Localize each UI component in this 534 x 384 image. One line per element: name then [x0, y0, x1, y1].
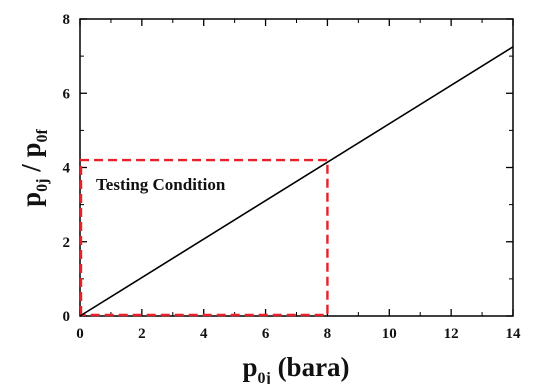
- chart-marks: 0 2 4 6 8 10 12 14 0 2 4 6 8: [63, 12, 522, 342]
- y-tick-label-8: 8: [63, 12, 71, 28]
- x-tick-label-14: 14: [506, 326, 522, 342]
- series-line-0: [79, 46, 514, 317]
- x-tick-label-12: 12: [444, 326, 459, 342]
- testing-condition-label: Testing Condition: [96, 175, 226, 194]
- y-axis-label: p0j / p0f: [16, 128, 51, 206]
- x-tick-label-8: 8: [324, 326, 332, 342]
- y-tick-label-4: 4: [63, 161, 71, 177]
- plot-frame: [79, 18, 514, 317]
- y-tick-label-6: 6: [63, 86, 71, 102]
- y-tick-label-2: 2: [63, 235, 71, 251]
- x-tick-label-0: 0: [76, 326, 84, 342]
- x-tick-label-6: 6: [262, 326, 270, 342]
- y-tick-label-0: 0: [63, 309, 71, 325]
- x-axis-label: p0j (bara): [242, 352, 349, 384]
- x-tick-label-10: 10: [382, 326, 397, 342]
- testing-condition-box: [79, 158, 329, 317]
- x-tick-label-2: 2: [138, 326, 146, 342]
- x-tick-label-4: 4: [200, 326, 208, 342]
